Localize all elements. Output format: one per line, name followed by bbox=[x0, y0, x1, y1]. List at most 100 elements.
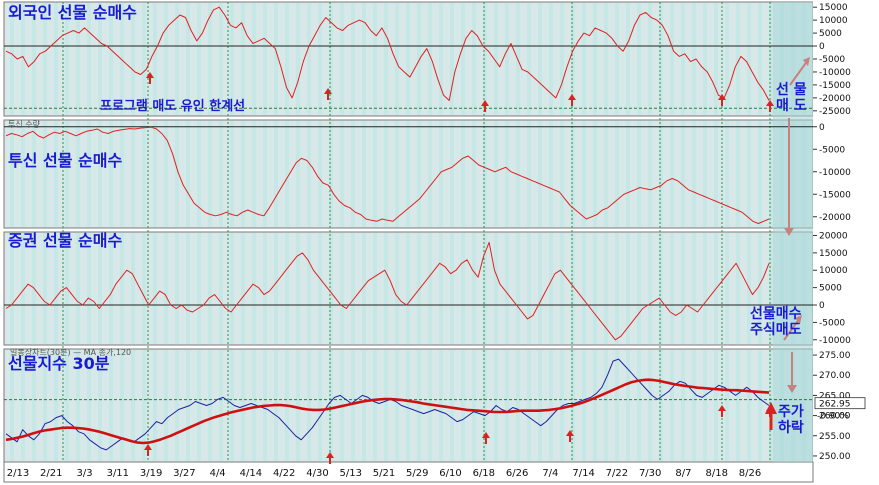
panel-subtitle-trust: 투신 수량 bbox=[8, 119, 41, 129]
stripe bbox=[296, 233, 300, 344]
stripe bbox=[76, 350, 80, 461]
up-arrow-head bbox=[482, 432, 490, 438]
up-arrow-head bbox=[146, 72, 154, 78]
stripe bbox=[87, 233, 91, 344]
stripe bbox=[395, 350, 399, 461]
stripe bbox=[428, 3, 432, 115]
x-tick-label: 3/27 bbox=[173, 468, 195, 479]
x-tick-label: 7/14 bbox=[572, 468, 594, 479]
stripe bbox=[186, 3, 190, 115]
stripe bbox=[582, 121, 586, 227]
stripe bbox=[219, 121, 223, 227]
panel-subtitle-price: 일봉상차트(30분) — MA 종가,120 bbox=[10, 347, 131, 357]
stripe bbox=[439, 3, 443, 115]
stripe bbox=[516, 121, 520, 227]
stripe bbox=[472, 350, 476, 461]
stripe bbox=[725, 233, 729, 344]
stripe bbox=[373, 121, 377, 227]
stripe bbox=[505, 3, 509, 115]
stripe bbox=[571, 233, 575, 344]
series-line-foreign bbox=[5, 6, 770, 101]
stripe bbox=[406, 233, 410, 344]
annotation-price-drop-1: 주가 bbox=[778, 404, 804, 420]
stripe bbox=[582, 3, 586, 115]
stripe bbox=[241, 121, 245, 227]
stripe bbox=[186, 121, 190, 227]
stripe bbox=[219, 233, 223, 344]
stripe bbox=[120, 350, 124, 461]
y-tick-label: -15000 bbox=[819, 81, 851, 91]
stripe bbox=[230, 121, 234, 227]
stripe bbox=[461, 3, 465, 115]
stripe bbox=[703, 121, 707, 227]
y-tick-label: 0 bbox=[819, 301, 825, 311]
stripe bbox=[197, 121, 201, 227]
stripe bbox=[362, 3, 366, 115]
stripe bbox=[472, 233, 476, 344]
stripe bbox=[538, 233, 542, 344]
stripe bbox=[450, 3, 454, 115]
stripe bbox=[593, 3, 597, 115]
stripe bbox=[285, 3, 289, 115]
stripe bbox=[109, 3, 113, 115]
stripe bbox=[516, 350, 520, 461]
stripe bbox=[615, 121, 619, 227]
stripe bbox=[296, 350, 300, 461]
stripe bbox=[340, 233, 344, 344]
annotation-futures-sell-2: 매 도 bbox=[776, 98, 807, 114]
stripe bbox=[439, 121, 443, 227]
stripe bbox=[87, 3, 91, 115]
panel-title-trust: 투신 선물 순매수 bbox=[8, 151, 122, 170]
stripe bbox=[76, 233, 80, 344]
x-tick-label: 2/13 bbox=[7, 468, 29, 479]
stripe bbox=[285, 233, 289, 344]
stripe bbox=[65, 350, 69, 461]
stripe bbox=[65, 121, 69, 227]
stripe bbox=[54, 121, 58, 227]
stripe bbox=[417, 121, 421, 227]
annotation-futures-sell-1: 선 물 bbox=[776, 82, 807, 98]
x-tick-label: 3/19 bbox=[140, 468, 162, 479]
y-tick-label: -5000 bbox=[819, 145, 845, 155]
stripe bbox=[252, 3, 256, 115]
y-tick-label: 10000 bbox=[819, 16, 848, 26]
stripe bbox=[428, 121, 432, 227]
stripe bbox=[98, 350, 102, 461]
stripe bbox=[208, 3, 212, 115]
stripe bbox=[153, 3, 157, 115]
stripe bbox=[659, 350, 663, 461]
stripe bbox=[758, 233, 762, 344]
pink-arrow-head bbox=[784, 228, 794, 236]
x-tick-label: 4/30 bbox=[306, 468, 328, 479]
stripe bbox=[296, 121, 300, 227]
stripe bbox=[175, 3, 179, 115]
stripe bbox=[670, 3, 674, 115]
stripe bbox=[549, 3, 553, 115]
x-tick-label: 7/30 bbox=[639, 468, 661, 479]
stripe bbox=[241, 233, 245, 344]
stripe bbox=[670, 350, 674, 461]
stripe bbox=[43, 121, 47, 227]
y-tick-label: 15000 bbox=[819, 249, 848, 259]
y-tick-label: 270.00 bbox=[819, 371, 851, 381]
stripe bbox=[230, 350, 234, 461]
stripe bbox=[703, 233, 707, 344]
stripe bbox=[109, 350, 113, 461]
stripe bbox=[681, 3, 685, 115]
stripe bbox=[384, 233, 388, 344]
stripe bbox=[692, 233, 696, 344]
stripe bbox=[329, 3, 333, 115]
stripe bbox=[208, 121, 212, 227]
stripe bbox=[758, 350, 762, 461]
stripe bbox=[538, 121, 542, 227]
stripe bbox=[32, 121, 36, 227]
x-tick-label: 4/14 bbox=[240, 468, 262, 479]
stripe bbox=[21, 3, 25, 115]
stripe bbox=[439, 233, 443, 344]
stripe bbox=[516, 233, 520, 344]
stripe bbox=[582, 350, 586, 461]
stripe bbox=[406, 350, 410, 461]
x-tick-label: 6/18 bbox=[473, 468, 495, 479]
stripe bbox=[131, 121, 135, 227]
stripe bbox=[274, 233, 278, 344]
